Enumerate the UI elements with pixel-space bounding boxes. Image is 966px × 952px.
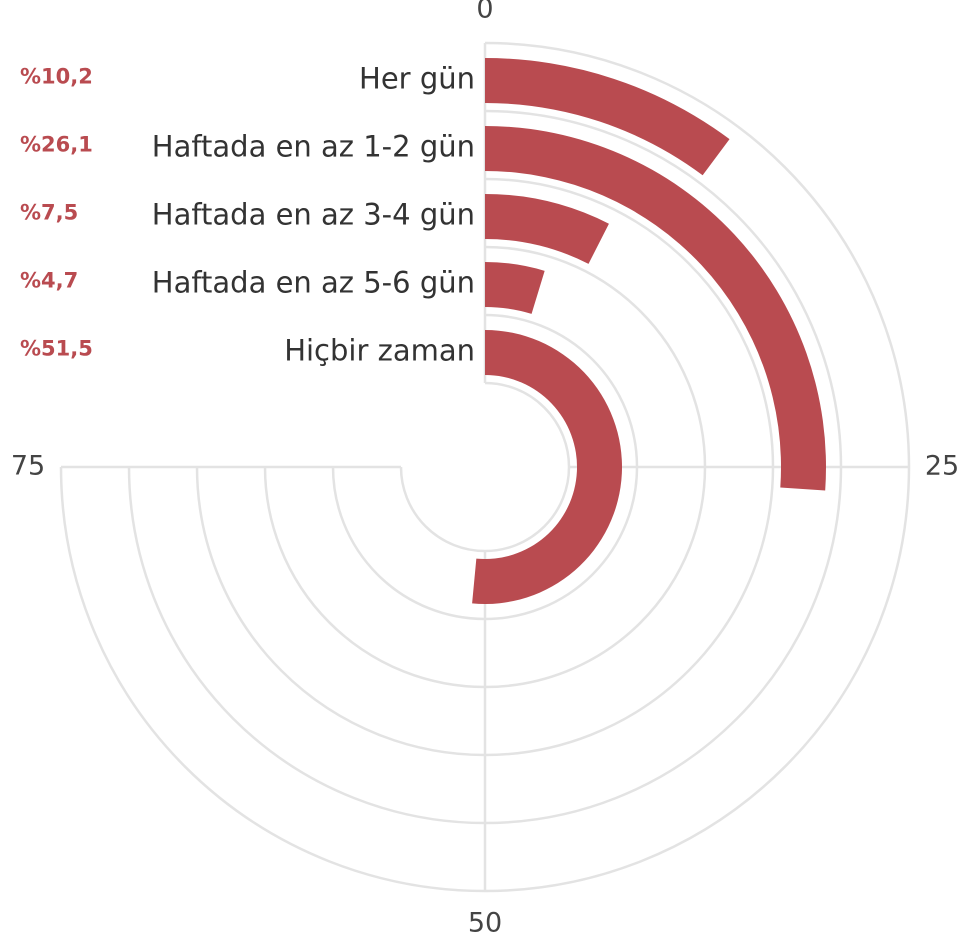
bar xyxy=(485,58,730,176)
grid-ring xyxy=(195,177,775,757)
category-label: Her gün xyxy=(359,62,475,96)
tick-label: 25 xyxy=(925,451,959,482)
category-label: Haftada en az 3-4 gün xyxy=(152,198,475,232)
value-label: %26,1 xyxy=(20,133,93,157)
grid-ring xyxy=(127,109,843,825)
tick-label: 50 xyxy=(468,908,502,939)
category-label: Hiçbir zaman xyxy=(284,334,475,368)
tick-label: 75 xyxy=(11,451,45,482)
value-label: %4,7 xyxy=(20,269,78,293)
grid-ring xyxy=(263,245,707,689)
category-label: Haftada en az 1-2 gün xyxy=(152,130,475,164)
category-label: Haftada en az 5-6 gün xyxy=(152,266,475,300)
value-label: %7,5 xyxy=(20,201,78,225)
tick-label: 0 xyxy=(476,0,493,25)
grid-ring xyxy=(59,41,911,893)
bar xyxy=(485,262,545,314)
bar xyxy=(485,126,826,491)
value-label: %51,5 xyxy=(20,337,93,361)
grid-ring xyxy=(399,381,571,553)
value-label: %10,2 xyxy=(20,65,93,89)
grid-ring xyxy=(331,313,639,621)
bar xyxy=(485,194,609,264)
bar xyxy=(472,330,623,605)
